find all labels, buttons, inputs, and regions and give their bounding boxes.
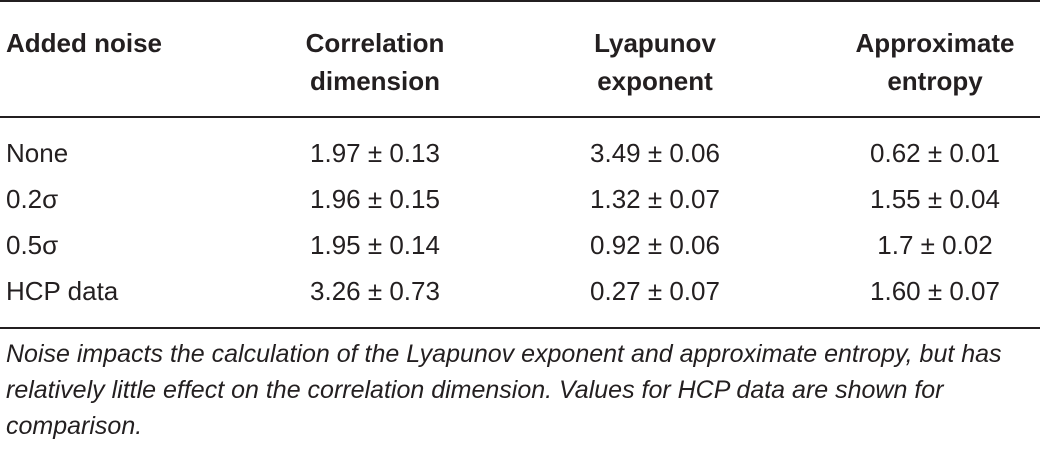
cell-lyapunov-exponent: 0.27 ± 0.07 <box>590 276 720 306</box>
cell-correlation-dimension: 1.95 ± 0.14 <box>310 230 440 260</box>
cell-approximate-entropy: 1.60 ± 0.07 <box>870 276 1000 306</box>
cell-noise: None <box>6 138 69 168</box>
table-row: HCP data 3.26 ± 0.73 0.27 ± 0.07 1.60 ± … <box>0 268 1040 314</box>
cell-lyapunov-exponent: 3.49 ± 0.06 <box>590 138 720 168</box>
table-caption: Noise impacts the calculation of the Lya… <box>6 340 1002 440</box>
header-approximate-entropy: Approximate entropy <box>855 28 1015 96</box>
table-row: 0.5σ 1.95 ± 0.14 0.92 ± 0.06 1.7 ± 0.02 <box>0 222 1040 268</box>
cell-lyapunov-exponent: 1.32 ± 0.07 <box>590 184 720 214</box>
top-rule <box>0 0 1040 2</box>
cell-approximate-entropy: 1.7 ± 0.02 <box>877 230 993 260</box>
cell-noise: 0.2σ <box>6 184 59 214</box>
header-lyapunov-exponent: Lyapunov exponent <box>594 28 716 96</box>
table-header-row: Added noise Correlation dimension Lyapun… <box>0 24 1040 104</box>
cell-approximate-entropy: 1.55 ± 0.04 <box>870 184 1000 214</box>
cell-correlation-dimension: 1.96 ± 0.15 <box>310 184 440 214</box>
table-row: 0.2σ 1.96 ± 0.15 1.32 ± 0.07 1.55 ± 0.04 <box>0 176 1040 222</box>
bottom-rule <box>0 327 1040 329</box>
cell-correlation-dimension: 1.97 ± 0.13 <box>310 138 440 168</box>
cell-noise: 0.5σ <box>6 230 59 260</box>
header-rule <box>0 116 1040 118</box>
table-row: None 1.97 ± 0.13 3.49 ± 0.06 0.62 ± 0.01 <box>0 130 1040 176</box>
cell-approximate-entropy: 0.62 ± 0.01 <box>870 138 1000 168</box>
cell-correlation-dimension: 3.26 ± 0.73 <box>310 276 440 306</box>
header-added-noise: Added noise <box>6 28 163 58</box>
cell-noise: HCP data <box>6 276 119 306</box>
header-correlation-dimension: Correlation dimension <box>305 28 445 96</box>
cell-lyapunov-exponent: 0.92 ± 0.06 <box>590 230 720 260</box>
